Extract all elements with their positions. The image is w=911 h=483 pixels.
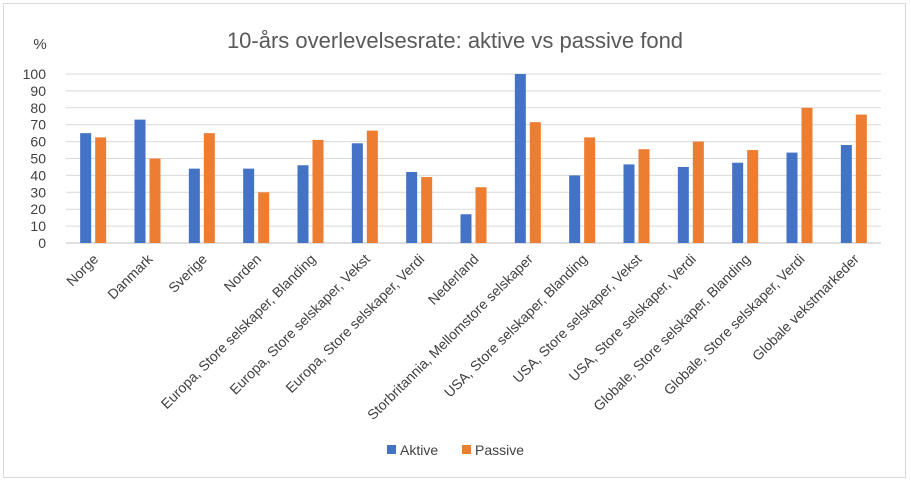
bar-passive-10 [638, 149, 650, 243]
y-tick-label: 80 [30, 100, 46, 116]
legend-label-passive: Passive [475, 442, 524, 458]
y-tick-label: 50 [30, 151, 46, 167]
y-tick-label: 60 [30, 134, 46, 150]
bar-passive-0 [95, 137, 107, 243]
bar-passive-1 [149, 158, 161, 243]
bar-aktive-9 [569, 175, 581, 243]
y-tick-label: 10 [30, 218, 46, 234]
y-tick-label: 20 [30, 201, 46, 217]
bar-passive-2 [203, 133, 215, 243]
bar-aktive-13 [786, 152, 798, 243]
y-axis-unit-label: % [33, 36, 46, 53]
bar-aktive-12 [732, 162, 744, 243]
y-tick-label: 90 [30, 83, 46, 99]
legend-swatch-aktive [387, 445, 396, 454]
x-tick-label: Norge [63, 251, 101, 289]
x-tick-label: Nederland [425, 251, 482, 308]
gridlines [66, 73, 881, 244]
x-tick-label: Norden [221, 251, 265, 295]
bar-aktive-10 [623, 164, 635, 243]
bar-aktive-6 [406, 172, 418, 243]
bar-aktive-5 [351, 143, 363, 243]
bar-aktive-0 [80, 133, 92, 243]
bar-passive-5 [366, 130, 378, 243]
y-tick-label: 0 [38, 235, 46, 251]
bar-passive-7 [475, 187, 487, 243]
bars [80, 74, 867, 243]
y-tick-label: 40 [30, 167, 46, 183]
bar-aktive-3 [243, 168, 255, 243]
bar-aktive-7 [460, 214, 472, 243]
bar-passive-11 [692, 141, 704, 243]
bar-passive-14 [855, 114, 867, 243]
bar-aktive-1 [134, 119, 146, 243]
x-tick-label: Globale vekstmarkeder [749, 251, 862, 364]
x-tick-label: Danmark [104, 250, 156, 302]
y-tick-label: 30 [30, 184, 46, 200]
x-tick-label: Sverige [165, 251, 210, 296]
bar-passive-12 [747, 150, 759, 243]
bar-passive-4 [312, 139, 324, 243]
legend-swatch-passive [462, 445, 471, 454]
bar-passive-3 [258, 192, 270, 243]
bar-passive-8 [529, 122, 541, 243]
y-tick-label: 100 [23, 66, 47, 82]
bar-passive-6 [421, 177, 433, 243]
bar-aktive-14 [840, 144, 852, 243]
y-tick-label: 70 [30, 117, 46, 133]
legend: Aktive Passive [387, 442, 524, 458]
bar-aktive-11 [677, 166, 689, 243]
bar-aktive-2 [188, 168, 200, 243]
bar-aktive-4 [297, 165, 309, 243]
legend-label-aktive: Aktive [400, 442, 438, 458]
bar-aktive-8 [514, 74, 526, 243]
bar-passive-13 [801, 107, 813, 243]
bar-passive-9 [584, 137, 596, 243]
chart-title: 10-års overlevelsesrate: aktive vs passi… [227, 28, 683, 53]
